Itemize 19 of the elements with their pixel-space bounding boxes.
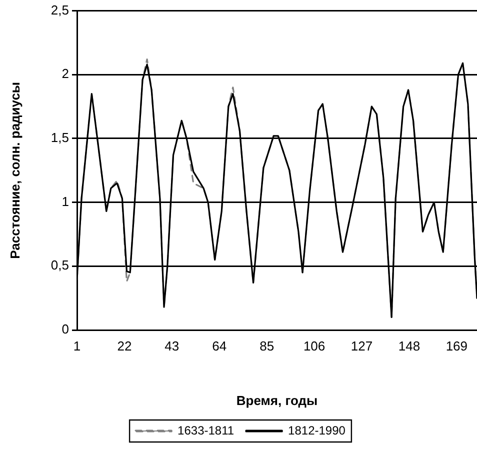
x-tick-label: 85 xyxy=(260,338,274,354)
y-tick-label: 0 xyxy=(62,322,69,337)
y-tick-label: 2 xyxy=(62,66,69,82)
x-tick-label: 148 xyxy=(398,338,420,354)
y-tick-label: 0,5 xyxy=(50,258,69,273)
x-tick-label: 127 xyxy=(350,338,373,354)
legend-label: 1633-1811 xyxy=(178,423,234,438)
y-tick-label: 2,5 xyxy=(50,2,69,18)
x-tick-label: 169 xyxy=(446,338,468,354)
y-tick-label: 1 xyxy=(62,194,69,209)
x-tick-label: 43 xyxy=(164,338,180,354)
legend-label: 1812-1990 xyxy=(288,423,346,438)
x-tick-label: 22 xyxy=(117,338,132,354)
x-tick-label: 1 xyxy=(73,338,81,354)
x-tick-label: 106 xyxy=(303,338,326,354)
x-axis-title: Время, годы xyxy=(236,392,318,408)
y-axis-title: Расстояние, солн. радиусы xyxy=(7,82,22,259)
x-tick-label: 64 xyxy=(212,338,227,354)
y-tick-label: 1,5 xyxy=(50,130,69,146)
